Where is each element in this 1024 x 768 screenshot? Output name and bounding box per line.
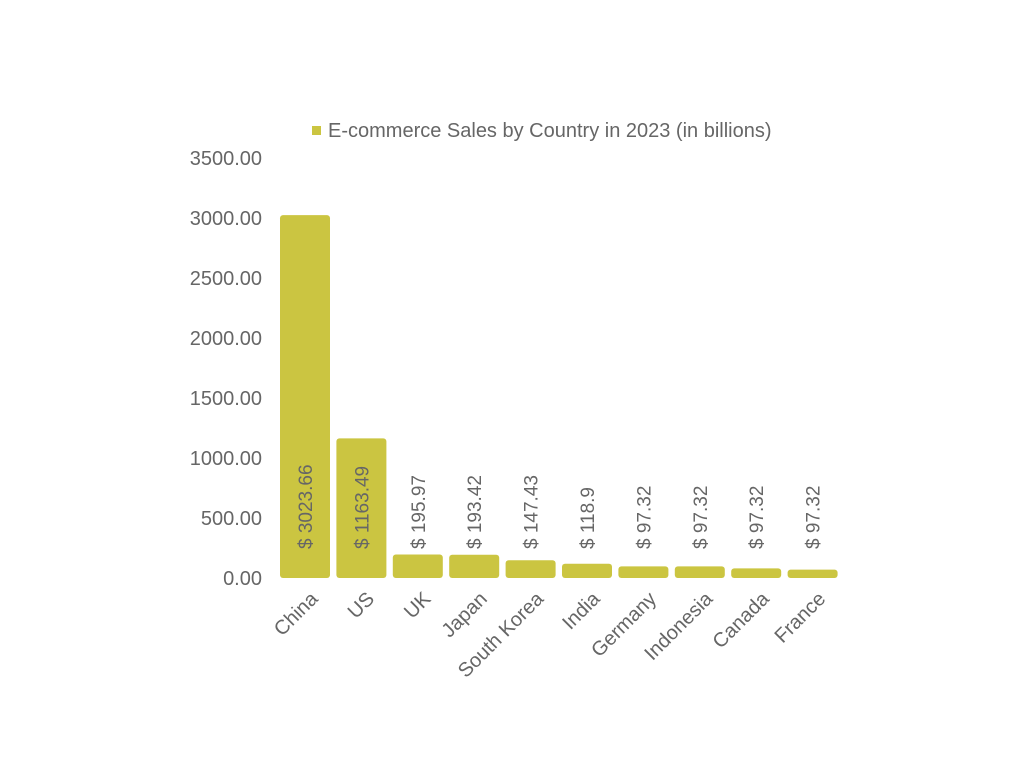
bar — [674, 566, 725, 578]
y-tick-label: 2000.00 — [190, 328, 262, 350]
y-tick-label: 3000.00 — [190, 208, 262, 230]
x-tick-label: France — [771, 588, 831, 648]
bar — [449, 554, 500, 578]
y-tick-label: 500.00 — [201, 508, 262, 530]
data-label: $ 1163.49 — [352, 466, 373, 549]
bar — [618, 566, 669, 578]
x-tick-label: India — [558, 587, 605, 634]
bar — [787, 569, 838, 578]
legend: E-commerce Sales by Country in 2023 (in … — [312, 120, 772, 142]
legend-label: E-commerce Sales by Country in 2023 (in … — [328, 120, 772, 142]
data-label: $ 147.43 — [522, 475, 543, 549]
y-tick-label: 1000.00 — [190, 448, 262, 470]
data-label: $ 97.32 — [804, 486, 825, 549]
y-tick-label: 2500.00 — [190, 268, 262, 290]
x-tick-label: China — [270, 587, 323, 640]
y-tick-label: 0.00 — [223, 568, 262, 590]
data-label: $ 195.97 — [409, 475, 430, 549]
bar — [562, 563, 612, 578]
x-tick-label: US — [344, 588, 379, 623]
bar — [505, 560, 556, 578]
data-label: $ 97.32 — [747, 486, 768, 549]
bar — [731, 568, 782, 578]
x-tick-label: Canada — [709, 587, 775, 653]
legend-swatch — [312, 126, 321, 135]
bar — [280, 215, 330, 578]
bars — [280, 215, 838, 578]
data-labels: $ 3023.66 $ 1163.49 $ 195.97 $ 193.42 $ 147.… — [296, 464, 825, 549]
data-label: $ 97.32 — [634, 486, 655, 549]
bar — [336, 438, 387, 578]
data-label: $ 3023.66 — [296, 464, 317, 549]
bar — [392, 554, 443, 578]
y-tick-label: 3500.00 — [190, 148, 262, 170]
data-label: $ 118.9 — [578, 487, 599, 549]
data-label: $ 97.32 — [691, 486, 712, 549]
data-label: $ 193.42 — [465, 475, 486, 549]
y-axis: 0.00 500.00 1000.00 1500.00 2000.00 2500.00 30… — [190, 148, 262, 590]
x-tick-label: Japan — [438, 588, 492, 642]
y-tick-label: 1500.00 — [190, 388, 262, 410]
x-tick-label: UK — [400, 588, 436, 624]
